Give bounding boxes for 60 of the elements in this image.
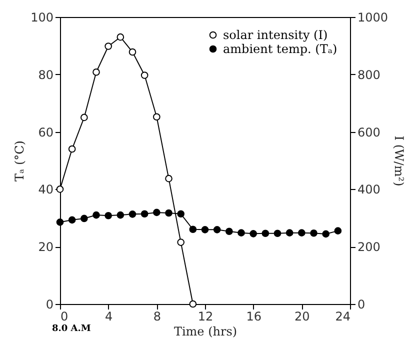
x-axis-title: Time (hrs) bbox=[174, 324, 238, 338]
point bbox=[322, 230, 330, 238]
x-tick-label: 12 bbox=[198, 310, 214, 324]
text: 8.0 A.M bbox=[52, 324, 91, 334]
point bbox=[153, 113, 160, 121]
legend-label: ambient temp. (Tₐ) bbox=[223, 42, 338, 56]
y2-tick-label: 400 bbox=[358, 182, 380, 197]
point bbox=[92, 211, 100, 219]
point bbox=[128, 210, 136, 218]
y2-tick-label: 1000 bbox=[358, 10, 388, 24]
point bbox=[165, 174, 172, 182]
point bbox=[80, 214, 88, 222]
point bbox=[68, 145, 76, 153]
point bbox=[165, 209, 172, 217]
y-tick-label: 0 bbox=[46, 298, 54, 312]
point bbox=[140, 210, 148, 218]
x-tick-label: 20 bbox=[294, 310, 310, 324]
point bbox=[189, 300, 197, 308]
point bbox=[286, 229, 294, 236]
point bbox=[177, 210, 184, 218]
point bbox=[238, 229, 245, 236]
x-tick-label: 4 bbox=[105, 310, 113, 324]
y-tick-label: 80 bbox=[38, 68, 54, 82]
point bbox=[92, 68, 100, 76]
legend-label: solar intensity (I) bbox=[223, 28, 328, 42]
point bbox=[177, 238, 184, 246]
y2-axis-title: I (W/m²) bbox=[392, 136, 406, 186]
y2-tick-label: 200 bbox=[358, 240, 380, 254]
y2-tick-label: 800 bbox=[358, 68, 380, 82]
point bbox=[104, 212, 112, 220]
point bbox=[310, 229, 318, 237]
y-tick-label: 20 bbox=[38, 240, 54, 254]
point bbox=[68, 216, 76, 224]
point bbox=[334, 227, 342, 234]
point bbox=[201, 226, 209, 234]
y-tick-label: 100 bbox=[30, 10, 54, 24]
y2-tick-label: 600 bbox=[358, 125, 380, 140]
point bbox=[298, 229, 306, 236]
point bbox=[128, 48, 136, 56]
y-axis-title: Tₐ (°C) bbox=[12, 140, 27, 182]
point bbox=[80, 114, 88, 122]
point bbox=[56, 218, 64, 226]
x-tick-label: 24 bbox=[335, 310, 350, 324]
point bbox=[116, 33, 124, 41]
x-tick-label: 16 bbox=[246, 310, 262, 324]
point bbox=[213, 226, 221, 234]
x-tick-label: 0 bbox=[60, 310, 68, 324]
point bbox=[104, 42, 112, 50]
point bbox=[140, 72, 148, 79]
point bbox=[262, 230, 270, 238]
point bbox=[274, 230, 282, 238]
x-tick-label: 8 bbox=[153, 310, 161, 324]
y-tick-label: 40 bbox=[38, 182, 54, 197]
point bbox=[250, 230, 257, 238]
point bbox=[226, 228, 233, 236]
point bbox=[189, 226, 197, 234]
point bbox=[116, 211, 124, 219]
y2-tick-label: 0 bbox=[358, 298, 366, 312]
point bbox=[153, 208, 160, 216]
y-tick-label: 60 bbox=[38, 125, 54, 140]
